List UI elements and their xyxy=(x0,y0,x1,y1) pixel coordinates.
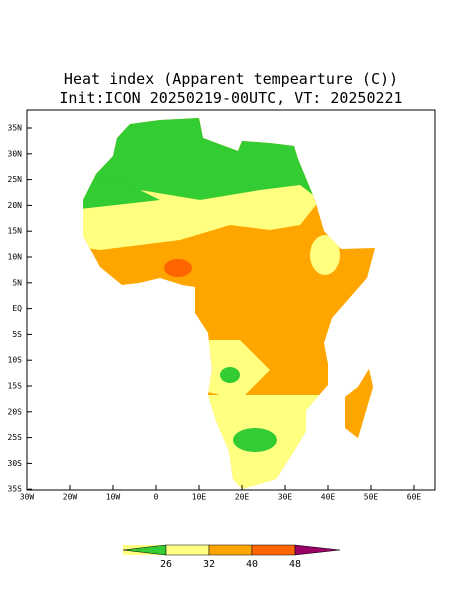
lon-label: 60E xyxy=(407,493,422,502)
lat-label: 25N xyxy=(8,175,23,184)
colorbar-label: 32 xyxy=(203,559,215,570)
title: Heat index (Apparent tempearture (C)) xyxy=(64,70,398,88)
lat-label: 10N xyxy=(8,253,23,262)
lat-label: 35S xyxy=(8,485,23,494)
lat-label: 5N xyxy=(12,278,22,287)
lat-label: 10S xyxy=(8,356,23,365)
lat-label: EQ xyxy=(12,304,22,313)
lat-label: 15S xyxy=(8,382,23,391)
colorbar-label: 26 xyxy=(160,559,172,570)
lon-label: 40E xyxy=(321,493,336,502)
lat-label: 5S xyxy=(12,330,22,339)
colorbar-label: 48 xyxy=(289,559,301,570)
lon-label: 10E xyxy=(192,493,207,502)
lat-label: 20N xyxy=(8,201,23,210)
lat-label: 35N xyxy=(8,124,23,133)
lat-label: 25S xyxy=(8,433,23,442)
lat-label: 30N xyxy=(8,149,23,158)
lat-label: 20S xyxy=(8,407,23,416)
subtitle: Init:ICON 20250219-00UTC, VT: 20250221 xyxy=(59,89,402,107)
colorbar-bin xyxy=(208,544,253,556)
lon-label: 30W xyxy=(20,493,35,502)
lon-label: 50E xyxy=(364,493,379,502)
lat-label: 15N xyxy=(8,227,23,236)
colorbar-bin xyxy=(251,544,296,556)
lon-label: 20E xyxy=(235,493,250,502)
lat-label: 30S xyxy=(8,459,23,468)
colorbar-high xyxy=(294,544,341,556)
lon-label: 30E xyxy=(278,493,293,502)
colorbar-bin xyxy=(165,544,210,556)
lon-label: 0 xyxy=(154,493,159,502)
lon-label: 20W xyxy=(63,493,78,502)
lon-label: 10W xyxy=(106,493,121,502)
colorbar-label: 40 xyxy=(246,559,258,570)
